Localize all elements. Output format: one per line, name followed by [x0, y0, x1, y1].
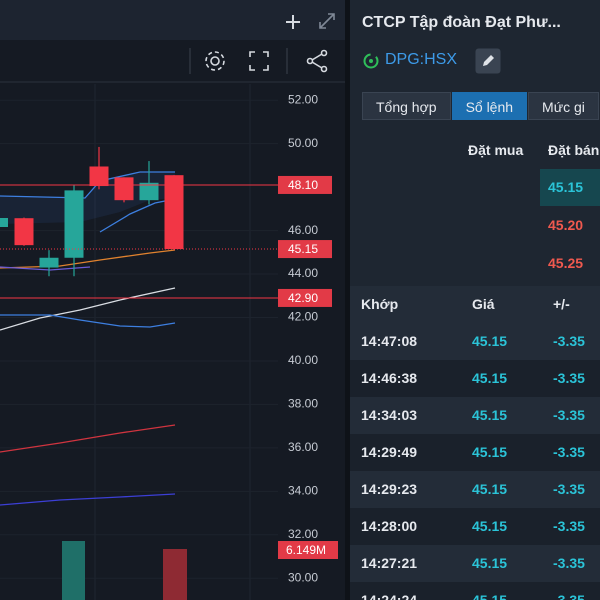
price-label: 48.10 — [288, 178, 318, 192]
candle-body — [64, 190, 84, 258]
trade-cell: 14:29:23 — [361, 481, 418, 497]
header: Giá — [472, 296, 495, 312]
candle-body — [114, 177, 134, 201]
expand-icon[interactable] — [319, 13, 335, 29]
header: Khớp — [361, 296, 399, 312]
y-tick-label: 44.00 — [288, 266, 318, 280]
price-label: 45.15 — [288, 242, 318, 256]
trade-cell: -3.35 — [553, 444, 585, 460]
volume-label-box — [278, 541, 338, 559]
trade-cell: -3.35 — [553, 407, 585, 423]
ask-price: 45.15 — [540, 169, 600, 206]
candle-body — [139, 182, 159, 201]
trade-cell: 14:29:49 — [361, 444, 418, 460]
trade-cell: 45.15 — [472, 444, 508, 460]
chart: 52.00 50.00 46.00 44.00 42.00 40.00 38.00 36.00… — [0, 0, 345, 600]
trade-cell: -3.35 — [553, 592, 585, 600]
settings-icon[interactable] — [205, 51, 225, 71]
y-tick-label: 52.00 — [288, 92, 318, 106]
tab[interactable]: Mức gi — [528, 92, 599, 120]
trade-cell: 14:47:08 — [361, 333, 418, 349]
tab-bar: Tổng hợp Sổ lệnh Mức gi — [362, 92, 600, 120]
trade-cell: 45.15 — [472, 370, 508, 386]
status-icon — [363, 53, 379, 69]
ticker[interactable]: DPG:HSX — [385, 51, 458, 68]
trade-row: 14:24:24 45.15 -3.35 — [350, 582, 600, 600]
tab[interactable]: Sổ lệnh — [451, 92, 528, 120]
trade-cell: 14:34:03 — [361, 407, 418, 423]
y-tick-label: 46.00 — [288, 223, 318, 237]
candle-body — [164, 175, 184, 250]
tab[interactable]: Tổng hợp — [362, 92, 451, 120]
y-tick-label: 34.00 — [288, 484, 318, 498]
trade-cell: 14:28:00 — [361, 518, 418, 534]
price-label-box — [278, 175, 332, 194]
chart-panel: 52.00 50.00 46.00 44.00 42.00 40.00 38.00 36.00… — [0, 0, 345, 600]
trade-cell: -3.35 — [553, 333, 585, 349]
trade-row: 14:46:38 45.15 -3.35 — [350, 360, 600, 397]
trade-row: 14:27:21 45.15 -3.35 — [350, 545, 600, 582]
price-label: 42.90 — [288, 291, 318, 305]
candle-body — [39, 257, 59, 268]
trade-row: 14:29:49 45.15 -3.35 — [350, 434, 600, 471]
trade-cell: 14:27:21 — [361, 555, 418, 571]
y-tick-label: 36.00 — [288, 440, 318, 454]
y-tick-label: 50.00 — [288, 136, 318, 150]
share-icon[interactable] — [306, 49, 328, 73]
fullscreen-icon[interactable] — [249, 51, 269, 71]
price-label-box — [278, 288, 332, 307]
trade-cell: -3.35 — [553, 370, 585, 386]
y-tick-label: 30.00 — [288, 570, 318, 584]
candle-body — [14, 218, 34, 246]
y-tick-label: 42.00 — [288, 310, 318, 324]
y-tick-label: 40.00 — [288, 353, 318, 367]
candle-body — [89, 166, 109, 187]
trade-cell: 14:24:24 — [361, 592, 418, 600]
add-icon[interactable] — [286, 15, 300, 29]
trade-header: Khớp Giá +/- — [350, 286, 600, 323]
book-header: Đặt bán — [548, 142, 600, 158]
partial-candle — [0, 218, 8, 227]
trade-cell: 45.15 — [472, 407, 508, 423]
trade-cell: -3.35 — [553, 518, 585, 534]
trade-cell: -3.35 — [553, 481, 585, 497]
edit-button[interactable] — [475, 48, 501, 74]
trade-cell: 45.15 — [472, 592, 508, 600]
trade-cell: 45.15 — [472, 555, 508, 571]
trade-cell: 45.15 — [472, 481, 508, 497]
trade-cell: 45.15 — [472, 518, 508, 534]
ask-price: 45.20 — [548, 217, 584, 233]
top-bar — [0, 0, 345, 40]
trade-cell: 45.15 — [472, 333, 508, 349]
company-name: CTCP Tập đoàn Đạt Phư... — [362, 14, 561, 31]
trade-row: 14:34:03 45.15 -3.35 — [350, 397, 600, 434]
price-label-box — [278, 240, 332, 259]
trade-cell: 14:46:38 — [361, 370, 418, 386]
trade-row: 14:28:00 45.15 -3.35 — [350, 508, 600, 545]
y-tick-label: 32.00 — [288, 527, 318, 541]
y-tick-label: 38.00 — [288, 397, 318, 411]
volume-bar — [62, 541, 85, 600]
trade-row: 14:47:08 45.15 -3.35 — [350, 323, 600, 360]
trade-cell: -3.35 — [553, 555, 585, 571]
book-header: Đặt mua — [468, 142, 524, 158]
ask-price: 45.25 — [548, 255, 584, 271]
trade-row: 14:29:23 45.15 -3.35 — [350, 471, 600, 508]
volume-label: 6.149M — [286, 543, 326, 557]
toolbar — [0, 40, 345, 82]
header: +/- — [553, 296, 570, 312]
volume-bar — [163, 549, 187, 600]
quote-panel: CTCP Tập đoàn Đạt Phư... DPG:HSX Tổng hợ… — [350, 0, 600, 600]
